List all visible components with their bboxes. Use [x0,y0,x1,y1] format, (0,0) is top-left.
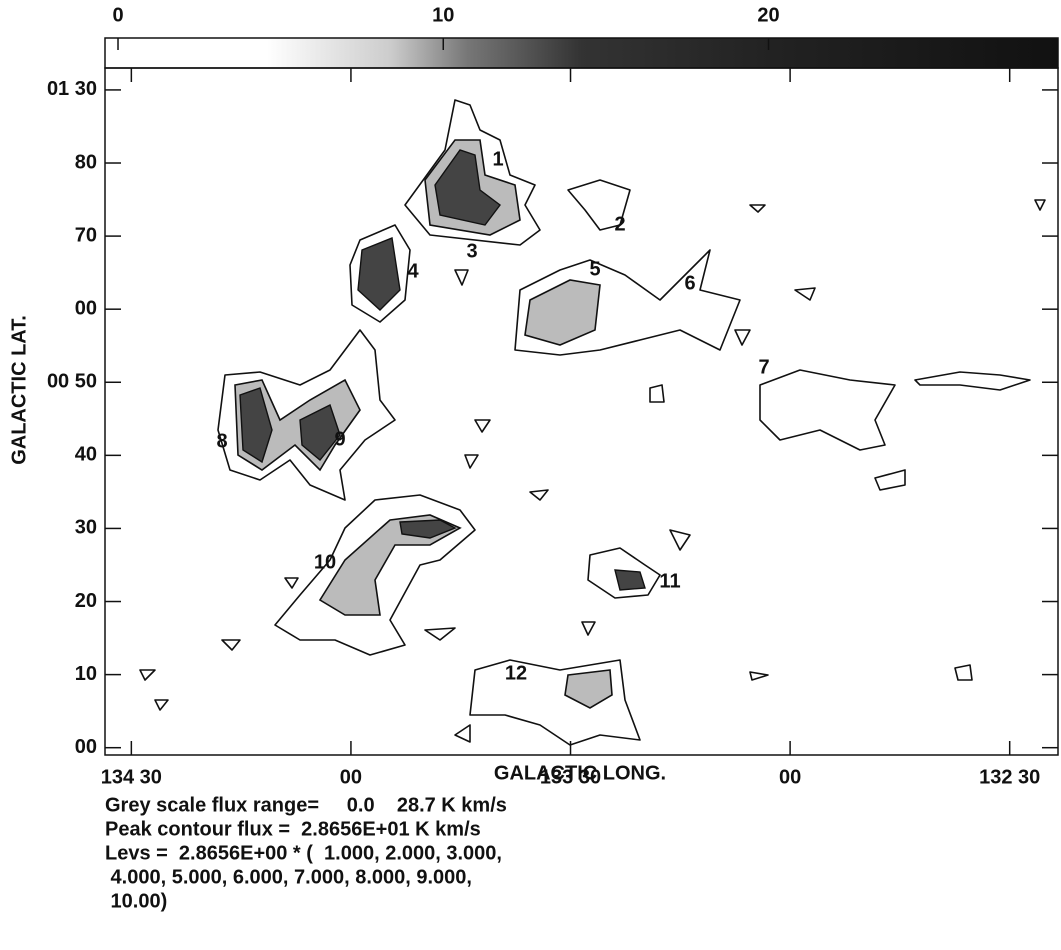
plot-frame [104,67,1059,756]
cloud-label: 8 [216,430,227,452]
contours [139,99,1046,746]
y-tick-label: 01 30 [47,78,97,100]
x-tick-label: 00 [340,766,362,788]
x-axis-label: GALACTIC LONG. [494,762,666,784]
y-tick-label: 00 [75,297,97,319]
cloud-label: 7 [758,356,769,378]
caption-line: Grey scale flux range= 0.0 28.7 K km/s [105,794,507,816]
x-tick-label: 00 [779,766,801,788]
cloud-label: 6 [684,272,695,294]
colorbar-tick-label: 20 [757,4,779,26]
y-tick-label: 40 [75,444,97,466]
y-tick-label: 80 [75,151,97,173]
cloud-label: 3 [466,240,477,262]
caption-line: 4.000, 5.000, 6.000, 7.000, 8.000, 9.000… [105,866,472,888]
cloud-label: 12 [505,662,527,684]
cloud-label: 11 [659,570,680,592]
caption-line: Levs = 2.8656E+00 * ( 1.000, 2.000, 3.00… [105,842,502,864]
y-tick-label: 10 [75,663,97,685]
y-tick-label: 00 [75,736,97,758]
caption-line: 10.00) [105,890,167,912]
cloud-label: 9 [334,428,345,450]
x-tick-label: 134 30 [101,766,162,788]
y-axis-label: GALACTIC LAT. [8,315,30,465]
cloud-label: 10 [314,551,336,573]
y-tick-label: 30 [75,517,97,539]
y-tick-label: 20 [75,590,97,612]
colorbar-tick-label: 0 [112,4,123,26]
colorbar [104,37,1059,69]
caption-line: Peak contour flux = 2.8656E+01 K km/s [105,818,481,840]
x-tick-label: 132 30 [979,766,1040,788]
y-tick-label: 00 50 [47,371,97,393]
cloud-label: 2 [614,213,625,235]
y-tick-label: 70 [75,224,97,246]
cloud-label: 1 [492,148,503,170]
cloud-label: 4 [407,260,419,282]
colorbar-tick-label: 10 [432,4,454,26]
cloud-label: 5 [589,258,600,280]
x-tick-label: 133 30 [540,766,601,788]
